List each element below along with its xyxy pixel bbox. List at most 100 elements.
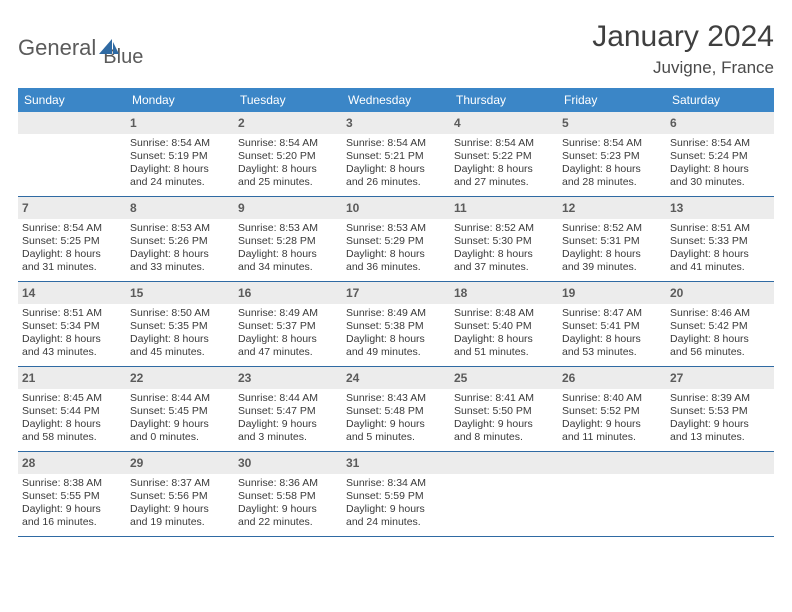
day-number: [454, 456, 457, 470]
sunset-text: Sunset: 5:20 PM: [238, 150, 338, 163]
day-cell: 4Sunrise: 8:54 AMSunset: 5:22 PMDaylight…: [450, 112, 558, 196]
daylight-text: Daylight: 8 hours: [562, 248, 662, 261]
sunset-text: Sunset: 5:59 PM: [346, 490, 446, 503]
daynum-row: 22: [126, 367, 234, 389]
daylight-text: Daylight: 8 hours: [670, 333, 770, 346]
day-cell: [18, 112, 126, 196]
day-number: 13: [670, 201, 683, 215]
sunset-text: Sunset: 5:21 PM: [346, 150, 446, 163]
sunrise-text: Sunrise: 8:53 AM: [238, 222, 338, 235]
sunrise-text: Sunrise: 8:44 AM: [238, 392, 338, 405]
daynum-row: 19: [558, 282, 666, 304]
sunset-text: Sunset: 5:19 PM: [130, 150, 230, 163]
daynum-row: 18: [450, 282, 558, 304]
daynum-row: 1: [126, 112, 234, 134]
dow-header: Friday: [558, 88, 666, 112]
dow-header: Thursday: [450, 88, 558, 112]
sunset-text: Sunset: 5:56 PM: [130, 490, 230, 503]
dow-header: Sunday: [18, 88, 126, 112]
sunset-text: Sunset: 5:40 PM: [454, 320, 554, 333]
brand-word1: General: [18, 35, 96, 61]
daynum-row: 11: [450, 197, 558, 219]
sunset-text: Sunset: 5:33 PM: [670, 235, 770, 248]
daylight-text: and 24 minutes.: [346, 516, 446, 529]
daylight-text: and 3 minutes.: [238, 431, 338, 444]
daynum-row: 14: [18, 282, 126, 304]
daylight-text: Daylight: 8 hours: [346, 163, 446, 176]
sunrise-text: Sunrise: 8:34 AM: [346, 477, 446, 490]
sunrise-text: Sunrise: 8:50 AM: [130, 307, 230, 320]
daylight-text: Daylight: 8 hours: [346, 333, 446, 346]
day-number: 8: [130, 201, 137, 215]
week-row: 14Sunrise: 8:51 AMSunset: 5:34 PMDayligh…: [18, 282, 774, 367]
day-cell: [666, 452, 774, 536]
day-number: 24: [346, 371, 359, 385]
day-number: 25: [454, 371, 467, 385]
day-number: 28: [22, 456, 35, 470]
dow-header-row: Sunday Monday Tuesday Wednesday Thursday…: [18, 88, 774, 112]
sunrise-text: Sunrise: 8:51 AM: [670, 222, 770, 235]
daylight-text: Daylight: 9 hours: [238, 418, 338, 431]
sunrise-text: Sunrise: 8:46 AM: [670, 307, 770, 320]
sunset-text: Sunset: 5:29 PM: [346, 235, 446, 248]
daylight-text: and 49 minutes.: [346, 346, 446, 359]
sunset-text: Sunset: 5:52 PM: [562, 405, 662, 418]
daylight-text: and 36 minutes.: [346, 261, 446, 274]
daynum-row: 26: [558, 367, 666, 389]
day-number: 16: [238, 286, 251, 300]
day-cell: 7Sunrise: 8:54 AMSunset: 5:25 PMDaylight…: [18, 197, 126, 281]
daylight-text: and 45 minutes.: [130, 346, 230, 359]
sunset-text: Sunset: 5:28 PM: [238, 235, 338, 248]
daynum-row: 29: [126, 452, 234, 474]
day-number: 9: [238, 201, 245, 215]
sunrise-text: Sunrise: 8:54 AM: [346, 137, 446, 150]
daylight-text: and 13 minutes.: [670, 431, 770, 444]
sunrise-text: Sunrise: 8:51 AM: [22, 307, 122, 320]
day-cell: 24Sunrise: 8:43 AMSunset: 5:48 PMDayligh…: [342, 367, 450, 451]
daylight-text: Daylight: 8 hours: [562, 163, 662, 176]
daylight-text: and 31 minutes.: [22, 261, 122, 274]
daylight-text: and 25 minutes.: [238, 176, 338, 189]
day-cell: 30Sunrise: 8:36 AMSunset: 5:58 PMDayligh…: [234, 452, 342, 536]
day-number: 17: [346, 286, 359, 300]
day-number: 22: [130, 371, 143, 385]
daylight-text: Daylight: 9 hours: [22, 503, 122, 516]
daylight-text: Daylight: 9 hours: [346, 503, 446, 516]
daylight-text: and 37 minutes.: [454, 261, 554, 274]
sunrise-text: Sunrise: 8:40 AM: [562, 392, 662, 405]
day-cell: 23Sunrise: 8:44 AMSunset: 5:47 PMDayligh…: [234, 367, 342, 451]
day-number: 20: [670, 286, 683, 300]
day-number: 6: [670, 116, 677, 130]
sunset-text: Sunset: 5:47 PM: [238, 405, 338, 418]
sunset-text: Sunset: 5:31 PM: [562, 235, 662, 248]
day-cell: 5Sunrise: 8:54 AMSunset: 5:23 PMDaylight…: [558, 112, 666, 196]
sunset-text: Sunset: 5:25 PM: [22, 235, 122, 248]
daylight-text: Daylight: 9 hours: [454, 418, 554, 431]
calendar: Sunday Monday Tuesday Wednesday Thursday…: [18, 88, 774, 537]
daynum-row: 16: [234, 282, 342, 304]
daylight-text: and 28 minutes.: [562, 176, 662, 189]
daylight-text: Daylight: 8 hours: [670, 248, 770, 261]
day-number: 5: [562, 116, 569, 130]
dow-header: Monday: [126, 88, 234, 112]
daylight-text: and 47 minutes.: [238, 346, 338, 359]
daylight-text: and 51 minutes.: [454, 346, 554, 359]
daynum-row: 9: [234, 197, 342, 219]
day-number: [562, 456, 565, 470]
title-block: January 2024 Juvigne, France: [592, 20, 774, 78]
day-number: 31: [346, 456, 359, 470]
daylight-text: Daylight: 8 hours: [670, 163, 770, 176]
day-cell: 9Sunrise: 8:53 AMSunset: 5:28 PMDaylight…: [234, 197, 342, 281]
sunrise-text: Sunrise: 8:41 AM: [454, 392, 554, 405]
day-cell: 11Sunrise: 8:52 AMSunset: 5:30 PMDayligh…: [450, 197, 558, 281]
daylight-text: Daylight: 8 hours: [130, 333, 230, 346]
day-cell: 19Sunrise: 8:47 AMSunset: 5:41 PMDayligh…: [558, 282, 666, 366]
sunrise-text: Sunrise: 8:54 AM: [130, 137, 230, 150]
daynum-row: 3: [342, 112, 450, 134]
day-cell: 1Sunrise: 8:54 AMSunset: 5:19 PMDaylight…: [126, 112, 234, 196]
sunset-text: Sunset: 5:45 PM: [130, 405, 230, 418]
sunset-text: Sunset: 5:23 PM: [562, 150, 662, 163]
sunset-text: Sunset: 5:37 PM: [238, 320, 338, 333]
daylight-text: and 0 minutes.: [130, 431, 230, 444]
day-cell: 17Sunrise: 8:49 AMSunset: 5:38 PMDayligh…: [342, 282, 450, 366]
